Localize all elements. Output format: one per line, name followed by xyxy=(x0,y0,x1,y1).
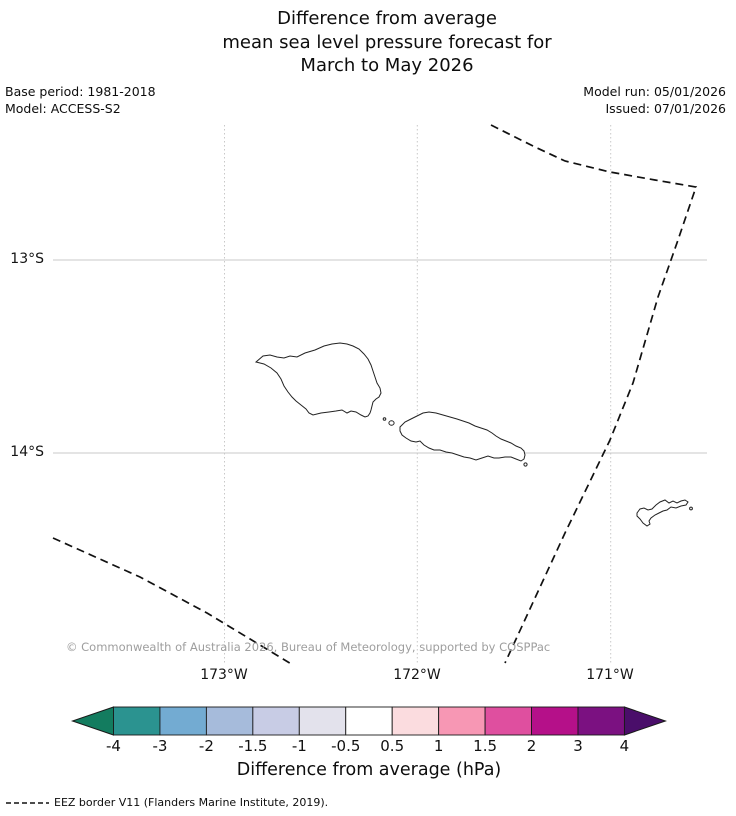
model-text: Model: ACCESS-S2 xyxy=(5,100,121,116)
colorbar-segment-0.5 xyxy=(391,706,440,736)
base-period-text: Base period: 1981-2018 xyxy=(5,84,156,99)
page-title: Difference from average mean sea level p… xyxy=(37,7,736,78)
islet-manono-outline xyxy=(388,420,395,426)
colorbar-tick-label-1.5: 1.5 xyxy=(473,737,498,755)
islet-apolima-outline xyxy=(382,417,387,421)
colorbar-segment--3 xyxy=(159,706,207,736)
colorbar-tick-label-3: 3 xyxy=(573,737,583,755)
eez-dash-icon xyxy=(6,801,49,804)
colorbar-tick-label--1.5: -1.5 xyxy=(238,737,268,755)
issued-text: Issued: 07/01/2026 xyxy=(605,100,727,116)
colorbar-segment--1 xyxy=(298,706,347,736)
colorbar-segment-1 xyxy=(438,706,486,736)
colorbar-title: Difference from average (hPa) xyxy=(236,760,502,780)
page-title-line-2: mean sea level pressure forecast for xyxy=(222,31,552,53)
colorbar-segment--4 xyxy=(113,706,161,736)
run-info-right: Model run: 05/01/2026 Issued: 07/01/2026 xyxy=(583,84,726,117)
eez-legend-text: EEZ border V11 (Flanders Marine Institut… xyxy=(54,796,329,809)
colorbar-segment--2 xyxy=(205,706,254,736)
eez-border-southwest xyxy=(52,537,294,666)
eez-border-east xyxy=(490,124,698,664)
page-title-line-1: Difference from average xyxy=(277,8,497,29)
colorbar-segment--0.5 xyxy=(345,706,393,736)
colorbar-tick-label--0.5: -0.5 xyxy=(331,737,361,755)
colorbar-tick-label--4: -4 xyxy=(106,737,121,755)
colorbar-left-arrow xyxy=(70,706,114,736)
island-tutuila-outline xyxy=(636,499,689,527)
island-savaii-outline xyxy=(254,342,382,418)
colorbar-tick-label--3: -3 xyxy=(152,737,168,755)
colorbar-segment-2 xyxy=(531,706,579,736)
colorbar-segment--1.5 xyxy=(252,706,300,736)
lon-tick-173w: 173°W xyxy=(200,667,248,683)
colorbar-right-arrow xyxy=(623,706,667,736)
lat-tick-14s: 14°S xyxy=(10,444,44,460)
eez-legend: EEZ border V11 (Flanders Marine Institut… xyxy=(5,796,328,809)
colorbar-tick-label-1: 1 xyxy=(433,737,444,755)
islet-nuutele-outline xyxy=(523,462,528,467)
colorbar-segment-1.5 xyxy=(484,706,533,736)
colorbar xyxy=(70,706,667,736)
lat-tick-13s: 13°S xyxy=(10,251,44,267)
colorbar-tick-label-2: 2 xyxy=(526,737,537,755)
island-upolu-outline xyxy=(399,411,526,462)
colorbar-tick-label-0.5: 0.5 xyxy=(380,737,405,755)
lon-tick-172w: 172°W xyxy=(393,667,441,683)
colorbar-tick-label--1: -1 xyxy=(291,737,307,755)
page-title-line-3: March to May 2026 xyxy=(300,55,474,76)
islet-aunuu-outline xyxy=(689,506,693,511)
run-info-left: Base period: 1981-2018 Model: ACCESS-S2 xyxy=(5,84,156,117)
colorbar-tick-label--2: -2 xyxy=(198,737,214,755)
colorbar-segment-3 xyxy=(577,706,625,736)
colorbar-tick-label-4: 4 xyxy=(619,737,630,755)
lon-tick-171w: 171°W xyxy=(586,667,634,683)
model-run-text: Model run: 05/01/2026 xyxy=(583,84,726,99)
copyright-text: © Commonwealth of Australia 2026, Bureau… xyxy=(66,640,551,654)
